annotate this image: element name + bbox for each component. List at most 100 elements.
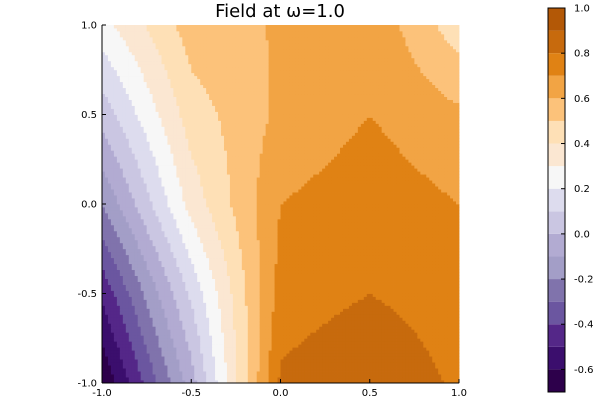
contour-cell: [232, 329, 237, 333]
contour-cell: [441, 290, 445, 294]
contour-cell: [104, 308, 109, 312]
contour-cell: [292, 305, 296, 309]
contour-cell: [372, 317, 377, 321]
contour-cell: [134, 320, 139, 324]
contour-cell: [212, 293, 216, 297]
contour-cell: [131, 329, 136, 333]
contour-cell: [188, 260, 192, 265]
contour-cell: [316, 326, 320, 330]
contour-cell: [319, 272, 323, 276]
contour-cell: [229, 260, 234, 265]
contour-cell: [360, 332, 365, 336]
contour-cell: [289, 278, 293, 282]
contour-cell: [152, 341, 156, 345]
contour-cell: [345, 332, 350, 336]
contour-cell: [265, 269, 270, 274]
contour-cell: [137, 338, 142, 342]
contour-cell: [221, 266, 225, 271]
contour-cell: [447, 314, 451, 318]
contour-cell: [167, 320, 171, 324]
contour-cell: [102, 260, 106, 265]
contour-cell: [337, 311, 341, 315]
contour-cell: [182, 362, 186, 366]
contour-cell: [229, 281, 234, 285]
contour-cell: [277, 323, 281, 327]
contour-cell: [402, 338, 406, 342]
contour-cell: [292, 344, 296, 348]
contour-cell: [197, 374, 201, 378]
contour-cell: [119, 269, 124, 274]
contour-cell: [271, 347, 275, 351]
contour-cell: [417, 305, 421, 309]
contour-cell: [301, 371, 305, 375]
contour-cell: [396, 281, 400, 285]
contour-cell: [280, 374, 284, 378]
contour-cell: [313, 338, 317, 342]
contour-cell: [110, 308, 115, 312]
contour-cell: [310, 269, 314, 274]
contour-cell: [253, 281, 258, 285]
contour-cell: [310, 347, 314, 351]
contour-cell: [399, 269, 403, 274]
contour-cell: [128, 275, 133, 279]
contour-cell: [140, 362, 145, 366]
contour-cell: [325, 287, 329, 291]
contour-cell: [218, 380, 222, 384]
contour-cell: [271, 308, 275, 312]
contour-cell: [146, 368, 151, 372]
contour-cell: [417, 266, 421, 271]
contour-cell: [247, 317, 252, 321]
contour-cell: [170, 299, 174, 303]
contour-cell: [250, 266, 255, 271]
contour-cell: [375, 323, 380, 327]
contour-cell: [375, 335, 380, 339]
contour-cell: [107, 371, 112, 375]
contour-cell: [167, 323, 171, 327]
contour-cell: [182, 257, 186, 262]
contour-cell: [283, 341, 287, 345]
contour-cell: [453, 350, 457, 354]
contour-cell: [423, 335, 427, 339]
contour-cell: [337, 305, 341, 309]
contour-cell: [366, 290, 371, 294]
contour-cell: [378, 359, 383, 363]
contour-cell: [262, 302, 267, 306]
contour-cell: [146, 299, 151, 303]
contour-cell: [369, 329, 374, 333]
contour-cell: [378, 287, 383, 291]
contour-cell: [215, 365, 219, 369]
contour-cell: [301, 284, 305, 288]
contour-cell: [218, 296, 222, 300]
contour-cell: [337, 260, 341, 265]
contour-cell: [283, 269, 287, 274]
contour-cell: [107, 362, 112, 366]
contour-cell: [456, 380, 460, 384]
contour-cell: [152, 266, 156, 271]
contour-cell: [170, 311, 174, 315]
contour-cell: [226, 344, 231, 348]
contour-cell: [146, 377, 151, 381]
contour-cell: [268, 323, 272, 327]
contour-cell: [200, 380, 204, 384]
contour-cell: [301, 356, 305, 360]
contour-cell: [295, 374, 299, 378]
contour-cell: [137, 359, 142, 363]
contour-cell: [110, 299, 115, 303]
contour-cell: [328, 356, 332, 360]
contour-cell: [116, 290, 121, 294]
contour-cell: [194, 371, 198, 375]
contour-cell: [316, 314, 320, 318]
contour-cell: [247, 374, 252, 378]
contour-cell: [387, 374, 391, 378]
contour-cell: [262, 326, 267, 330]
contour-cell: [176, 305, 180, 309]
contour-cell: [146, 275, 151, 279]
contour-cell: [226, 377, 231, 381]
contour-cell: [143, 329, 148, 333]
contour-cell: [158, 335, 162, 339]
contour-cell: [113, 317, 118, 321]
contour-cell: [450, 359, 454, 363]
contour-cell: [345, 335, 350, 339]
contour-cell: [414, 272, 418, 276]
contour-cell: [164, 335, 168, 339]
